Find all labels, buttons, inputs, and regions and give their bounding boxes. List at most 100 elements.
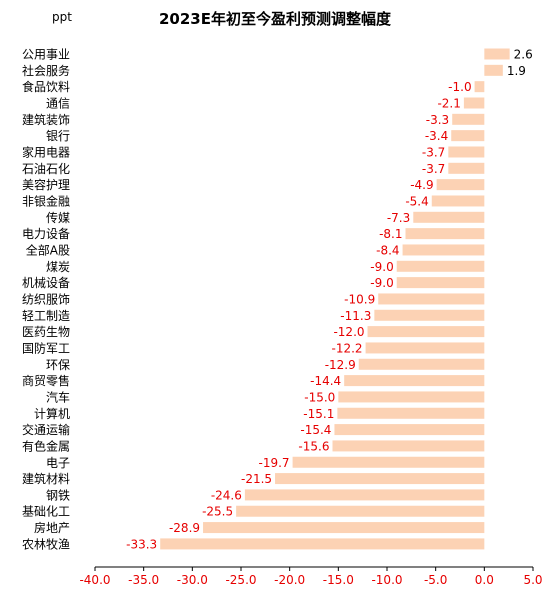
x-tick-label: -15.0 — [323, 573, 354, 587]
x-tick-label: 0.0 — [475, 573, 494, 587]
category-label: 轻工制造 — [22, 309, 70, 323]
category-label: 建筑装饰 — [22, 112, 70, 127]
x-tick-label: -10.0 — [371, 573, 402, 587]
unit-label: ppt — [52, 10, 72, 24]
value-label: -10.9 — [344, 292, 375, 306]
category-labels-layer: 公用事业社会服务食品饮料通信建筑装饰银行家用电器石油石化美容护理非银金融传媒电力… — [22, 48, 70, 552]
x-tick-label: -20.0 — [274, 573, 305, 587]
value-label: -3.7 — [422, 162, 445, 176]
value-label: -3.7 — [422, 145, 445, 159]
category-label: 纺织服饰 — [22, 292, 70, 306]
category-label: 全部A股 — [26, 242, 70, 257]
category-label: 建筑材料 — [22, 471, 70, 486]
value-label: -2.1 — [437, 96, 460, 110]
bar — [448, 146, 485, 158]
bar — [337, 407, 485, 419]
bar — [367, 326, 485, 338]
category-label: 煤炭 — [46, 260, 70, 274]
bar — [344, 375, 485, 387]
category-label: 交通运输 — [22, 422, 70, 437]
bar — [365, 342, 485, 354]
value-label: -19.7 — [259, 456, 290, 470]
category-label: 通信 — [46, 96, 70, 110]
bar — [160, 538, 485, 550]
value-label: 2.6 — [514, 48, 533, 62]
value-label: -9.0 — [370, 260, 393, 274]
value-label: -11.3 — [340, 309, 371, 323]
bar — [463, 97, 485, 109]
category-label: 农林牧渔 — [22, 537, 70, 551]
bar — [474, 81, 485, 93]
value-label: -33.3 — [126, 537, 157, 551]
category-label: 基础化工 — [22, 505, 70, 519]
category-label: 医药生物 — [22, 325, 70, 339]
category-label: 家用电器 — [22, 144, 70, 159]
value-label: -12.2 — [332, 341, 363, 355]
x-tick-label: -30.0 — [177, 573, 208, 587]
category-label: 石油石化 — [22, 162, 70, 176]
x-axis: -40.0 -35.0 -30.0 -25.0 -20.0 -15.0 -10.0 -5.0 0… — [79, 566, 543, 587]
category-label: 电力设备 — [22, 227, 70, 241]
bar — [358, 358, 485, 370]
category-label: 电子 — [46, 456, 70, 470]
value-label: -1.0 — [448, 80, 471, 94]
category-label: 食品饮料 — [22, 79, 70, 94]
category-label: 非银金融 — [22, 193, 70, 208]
value-label: -25.5 — [202, 505, 233, 519]
value-label: -15.6 — [298, 439, 329, 453]
value-label: -14.4 — [310, 374, 341, 388]
value-label: -9.0 — [370, 276, 393, 290]
value-label: -8.1 — [379, 227, 402, 241]
x-tick-label: -5.0 — [424, 573, 447, 587]
bar — [448, 162, 485, 174]
bar — [292, 456, 485, 468]
category-label: 钢铁 — [46, 488, 70, 502]
value-label: -28.9 — [169, 521, 200, 535]
bar — [374, 309, 485, 321]
value-label: -12.9 — [325, 358, 356, 372]
value-label: -4.9 — [410, 178, 433, 192]
value-label: -8.4 — [376, 243, 399, 257]
value-label: -15.1 — [303, 407, 334, 421]
bar — [378, 293, 485, 305]
category-label: 社会服务 — [22, 63, 70, 78]
bar — [244, 489, 485, 501]
category-label: 环保 — [46, 358, 70, 372]
bar — [396, 260, 485, 272]
bar — [334, 424, 485, 436]
x-tick-label: -25.0 — [225, 573, 256, 587]
bar — [405, 228, 485, 240]
category-label: 传媒 — [46, 210, 70, 225]
value-label: -12.0 — [333, 325, 364, 339]
bars-layer — [160, 48, 510, 550]
category-label: 美容护理 — [22, 177, 70, 192]
value-label: -3.3 — [426, 113, 449, 127]
bar — [236, 505, 485, 517]
chart-title: 2023E年初至今盈利预测调整幅度 — [159, 10, 391, 28]
value-labels-layer: 2.6 1.9 -1.0 -2.1 -3.3 -3.4 -3.7 -3.7 -4.9 -5.4 -7… — [126, 48, 533, 552]
bar — [338, 391, 485, 403]
category-label: 机械设备 — [22, 275, 70, 290]
value-label: -21.5 — [241, 472, 272, 486]
bar — [413, 211, 485, 223]
bar — [332, 440, 485, 452]
value-label: 1.9 — [507, 64, 526, 78]
x-tick-label: 5.0 — [523, 573, 542, 587]
x-tick-label: -40.0 — [79, 573, 110, 587]
category-label: 国防军工 — [22, 340, 70, 355]
value-label: -15.4 — [300, 423, 331, 437]
bar — [451, 130, 485, 142]
bar — [484, 48, 510, 60]
x-tick-label: -35.0 — [128, 573, 159, 587]
category-label: 有色金属 — [22, 438, 70, 453]
category-label: 房地产 — [34, 520, 70, 535]
value-label: -5.4 — [405, 194, 428, 208]
bar — [431, 195, 485, 207]
category-label: 计算机 — [34, 406, 70, 421]
category-label: 银行 — [46, 129, 70, 143]
bar — [436, 179, 485, 191]
value-label: -3.4 — [425, 129, 448, 143]
bar — [275, 473, 485, 485]
bar — [203, 522, 485, 534]
